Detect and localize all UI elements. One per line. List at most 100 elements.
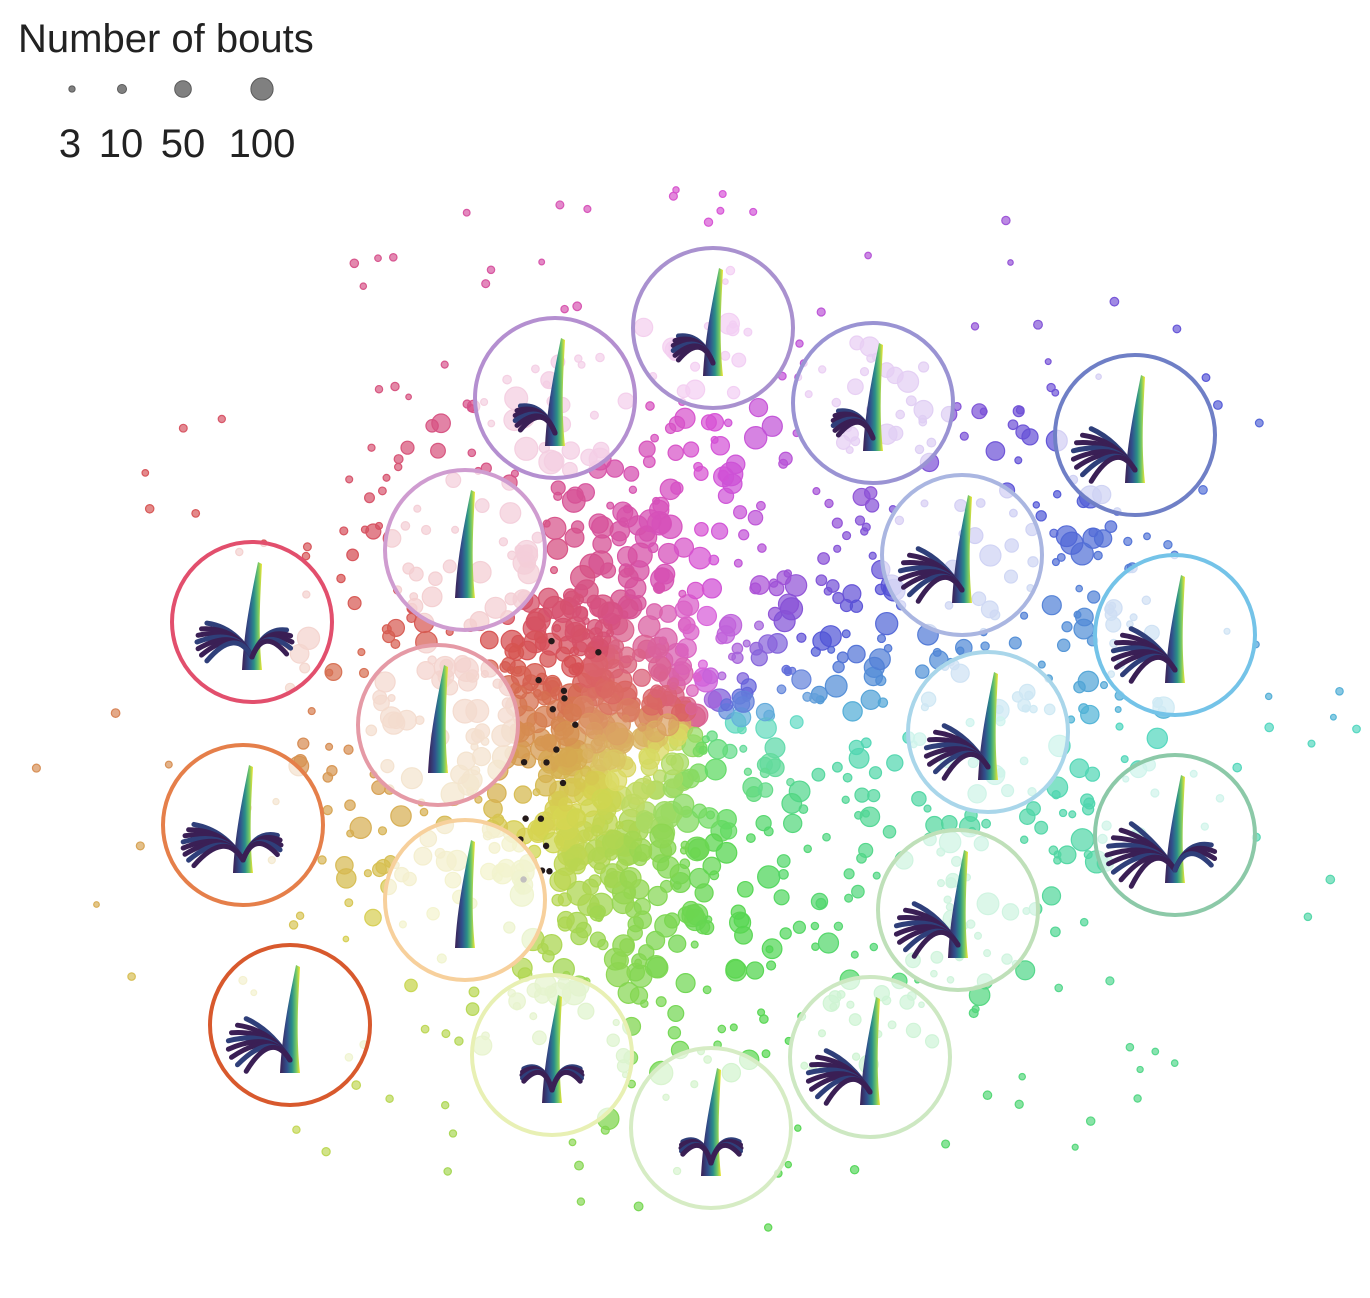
data-point — [811, 767, 826, 782]
data-point — [854, 810, 863, 820]
data-point — [590, 824, 603, 837]
data-point — [1037, 660, 1046, 669]
cluster-11 — [161, 743, 325, 907]
data-point — [753, 620, 765, 631]
data-point — [647, 542, 659, 554]
data-point — [569, 646, 580, 656]
data-point — [628, 485, 638, 495]
data-point — [959, 431, 969, 441]
data-point — [670, 481, 684, 495]
data-point — [854, 787, 870, 803]
tail-glyph-stroke — [549, 1070, 583, 1093]
data-point — [624, 576, 647, 600]
data-point — [1070, 828, 1095, 852]
data-point — [877, 697, 889, 708]
data-point — [443, 1167, 452, 1176]
data-point — [535, 676, 542, 684]
data-point — [549, 870, 572, 892]
data-point — [555, 200, 565, 210]
data-point — [717, 1024, 727, 1034]
data-point — [645, 401, 655, 411]
data-point — [31, 763, 41, 773]
data-point — [1075, 584, 1084, 593]
data-point — [1074, 607, 1094, 627]
data-point — [872, 871, 881, 880]
data-point — [405, 393, 413, 401]
tail-glyph-stroke — [835, 419, 876, 441]
data-point — [646, 956, 669, 979]
data-point — [1034, 820, 1049, 835]
data-point — [93, 901, 100, 908]
data-point — [701, 578, 723, 599]
data-point — [1014, 1099, 1024, 1109]
data-point — [635, 816, 651, 831]
cluster-7 — [1093, 553, 1257, 717]
data-point — [747, 509, 764, 526]
data-point — [642, 455, 656, 469]
data-point — [655, 996, 667, 1008]
data-point — [748, 397, 769, 418]
data-point — [781, 793, 803, 814]
data-point — [552, 623, 562, 633]
data-point — [551, 600, 575, 623]
legend-marker-3 — [68, 85, 76, 93]
data-point — [1093, 550, 1103, 561]
cluster-ring — [208, 943, 372, 1107]
tail-glyph-stem — [1165, 575, 1185, 683]
data-point — [217, 414, 226, 424]
data-point — [532, 788, 541, 797]
data-point — [831, 517, 843, 529]
cluster-ring — [631, 246, 795, 410]
data-point — [732, 690, 755, 713]
data-point — [718, 189, 727, 199]
data-point — [1080, 793, 1095, 808]
data-point — [1049, 528, 1059, 538]
data-point — [911, 791, 927, 807]
data-point — [601, 669, 612, 681]
data-point — [1212, 400, 1223, 410]
data-point — [344, 898, 354, 908]
data-point — [815, 574, 828, 587]
data-point — [824, 498, 834, 509]
data-point — [1352, 724, 1361, 734]
data-point — [639, 999, 649, 1009]
data-point — [441, 1029, 451, 1039]
data-point — [599, 562, 617, 579]
data-point — [317, 855, 327, 865]
data-point — [1019, 835, 1029, 845]
data-point — [789, 715, 804, 730]
data-point — [1061, 621, 1073, 633]
data-point — [761, 1049, 771, 1059]
data-point — [677, 617, 692, 632]
data-point — [533, 705, 556, 728]
data-point — [588, 874, 602, 888]
cluster-ring — [880, 473, 1044, 637]
tail-glyph-stroke — [249, 638, 290, 660]
cluster-ring — [1093, 753, 1257, 917]
data-point — [349, 258, 360, 269]
data-point — [554, 721, 580, 747]
data-point — [1104, 520, 1118, 533]
data-point — [824, 674, 848, 698]
data-point — [406, 612, 417, 624]
data-point — [1083, 850, 1093, 860]
data-point — [1051, 388, 1060, 397]
data-point — [605, 628, 615, 638]
data-point — [717, 487, 735, 504]
data-point — [672, 793, 695, 816]
data-point — [605, 722, 629, 746]
data-point — [656, 713, 680, 737]
data-point — [1120, 755, 1129, 764]
data-point — [876, 633, 887, 644]
data-point — [1307, 739, 1316, 748]
data-point — [854, 515, 866, 526]
data-point — [679, 858, 691, 870]
data-point — [388, 252, 398, 262]
cluster-ring — [1093, 553, 1257, 717]
legend-title: Number of bouts — [18, 17, 314, 61]
data-point — [486, 783, 507, 803]
data-point — [688, 867, 710, 889]
data-point — [676, 638, 697, 659]
cluster-12 — [1093, 753, 1257, 917]
